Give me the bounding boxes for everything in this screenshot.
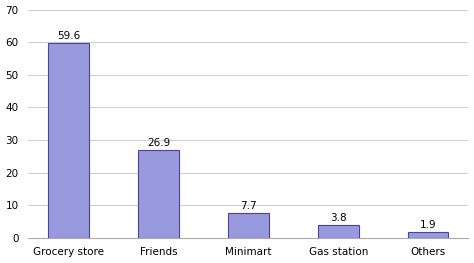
Text: 7.7: 7.7: [240, 201, 257, 211]
Text: 3.8: 3.8: [330, 213, 346, 223]
Text: 1.9: 1.9: [420, 220, 437, 230]
Bar: [48, 43, 89, 238]
Bar: [408, 231, 448, 238]
Bar: [318, 225, 358, 238]
Text: 26.9: 26.9: [147, 138, 170, 148]
Bar: [138, 150, 179, 238]
Text: 59.6: 59.6: [57, 32, 80, 42]
Bar: [228, 213, 269, 238]
